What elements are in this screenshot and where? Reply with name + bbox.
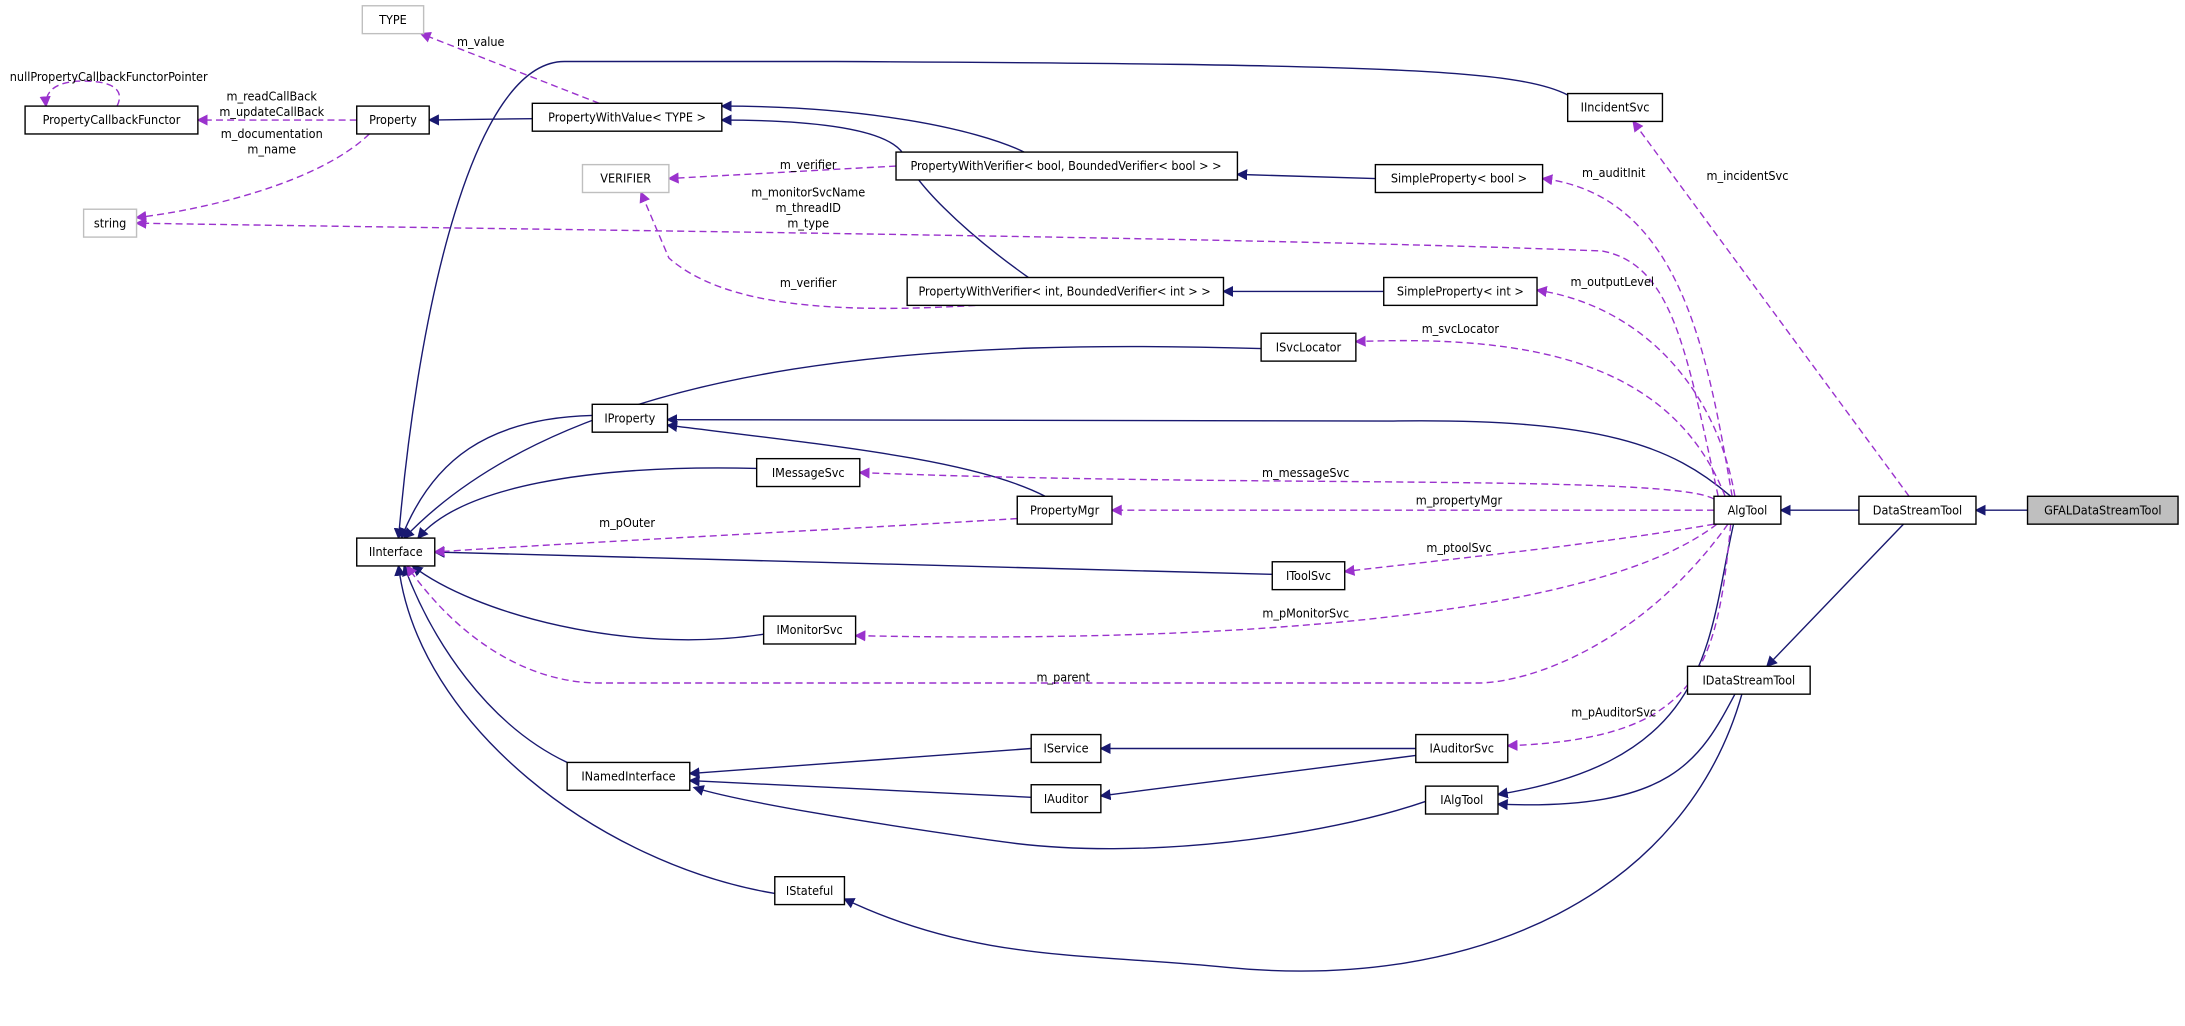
edge-label: m_readCallBack — [227, 89, 318, 104]
inheritance-edges — [393, 60, 2028, 972]
svg-text:TYPE: TYPE — [378, 12, 407, 27]
svg-text:Property: Property — [369, 112, 417, 127]
node-property[interactable]: Property — [356, 105, 430, 135]
svg-text:ISvcLocator: ISvcLocator — [1276, 339, 1342, 354]
svg-text:IIncidentSvc: IIncidentSvc — [1581, 100, 1650, 115]
svg-text:AlgTool: AlgTool — [1728, 502, 1768, 517]
node-istateful[interactable]: IStateful — [774, 876, 846, 906]
edge-label: m_auditInit — [1582, 165, 1646, 180]
edge-label: m_monitorSvcName — [751, 185, 865, 200]
svg-text:GFALDataStreamTool: GFALDataStreamTool — [2044, 502, 2161, 517]
node-property-callback-functor[interactable]: PropertyCallbackFunctor — [24, 105, 199, 135]
edge-label: m_ptoolSvc — [1426, 540, 1491, 555]
edge-label: m_messageSvc — [1262, 465, 1349, 480]
svg-text:IAuditorSvc: IAuditorSvc — [1430, 741, 1494, 756]
edge-label: m_pAuditorSvc — [1571, 704, 1656, 719]
node-iincidentsvc[interactable]: IIncidentSvc — [1566, 92, 1664, 123]
node-propertymgr[interactable]: PropertyMgr — [1016, 495, 1113, 525]
node-property-with-verifier-bool[interactable]: PropertyWithVerifier< bool, BoundedVerif… — [895, 151, 1239, 181]
node-iproperty[interactable]: IProperty — [591, 403, 669, 433]
svg-text:IStateful: IStateful — [786, 883, 833, 898]
node-imonitorsvc[interactable]: IMonitorSvc — [762, 615, 857, 645]
node-type[interactable]: TYPE — [361, 5, 425, 35]
edge-label: m_verifier — [780, 157, 837, 172]
edge-label: m_svcLocator — [1422, 321, 1500, 336]
edge-label: nullPropertyCallbackFunctorPointer — [10, 69, 208, 84]
node-inamedinterface[interactable]: INamedInterface — [566, 761, 691, 792]
svg-text:IProperty: IProperty — [604, 410, 655, 425]
node-property-with-value[interactable]: PropertyWithValue< TYPE > — [531, 102, 723, 132]
edge-label: m_parent — [1036, 670, 1090, 685]
svg-text:IToolSvc: IToolSvc — [1286, 568, 1331, 583]
nodes: TYPE PropertyCallbackFunctor Property Pr… — [24, 5, 2179, 906]
usage-edges — [39, 31, 1910, 751]
node-simpleproperty-int[interactable]: SimpleProperty< int > — [1383, 276, 1538, 307]
svg-text:SimpleProperty< int >: SimpleProperty< int > — [1397, 284, 1524, 299]
node-idatastreamtool[interactable]: IDataStreamTool — [1686, 665, 1811, 695]
svg-text:PropertyWithVerifier< bool, Bo: PropertyWithVerifier< bool, BoundedVerif… — [910, 158, 1221, 173]
edge-label: m_outputLevel — [1571, 274, 1655, 289]
edge-label: m_verifier — [780, 275, 837, 290]
node-property-with-verifier-int[interactable]: PropertyWithVerifier< int, BoundedVerifi… — [906, 276, 1225, 307]
node-isvclocator[interactable]: ISvcLocator — [1260, 332, 1357, 362]
node-itoolsvc[interactable]: IToolSvc — [1271, 561, 1346, 591]
node-iauditorsvc[interactable]: IAuditorSvc — [1415, 733, 1509, 764]
edge-labels: nullPropertyCallbackFunctorPointer m_rea… — [10, 34, 1789, 719]
svg-text:IInterface: IInterface — [369, 544, 423, 559]
edge-label: m_pOuter — [599, 515, 655, 530]
edge-label: m_pMonitorSvc — [1262, 606, 1349, 621]
node-iservice[interactable]: IService — [1030, 733, 1102, 764]
node-string[interactable]: string — [82, 208, 138, 238]
svg-text:IAlgTool: IAlgTool — [1440, 792, 1483, 807]
node-algtool[interactable]: AlgTool — [1713, 495, 1782, 525]
node-gfaldatastreamtool: GFALDataStreamTool — [2026, 495, 2179, 525]
svg-text:IDataStreamTool: IDataStreamTool — [1702, 672, 1795, 687]
edge-label: m_name — [247, 141, 296, 156]
svg-text:DataStreamTool: DataStreamTool — [1873, 502, 1962, 517]
edge-label: m_documentation — [221, 126, 323, 141]
svg-text:SimpleProperty< bool >: SimpleProperty< bool > — [1391, 171, 1527, 186]
svg-text:PropertyWithVerifier< int, Bou: PropertyWithVerifier< int, BoundedVerifi… — [918, 284, 1210, 299]
edge-label: m_value — [457, 34, 504, 49]
svg-text:PropertyCallbackFunctor: PropertyCallbackFunctor — [43, 112, 181, 127]
svg-text:IService: IService — [1044, 741, 1089, 756]
svg-text:PropertyWithValue< TYPE >: PropertyWithValue< TYPE > — [548, 109, 706, 124]
node-verifier[interactable]: VERIFIER — [581, 163, 670, 194]
svg-text:IMonitorSvc: IMonitorSvc — [777, 622, 843, 637]
node-iinterface[interactable]: IInterface — [356, 537, 436, 567]
edge-label: m_type — [787, 215, 829, 230]
node-iauditor[interactable]: IAuditor — [1030, 784, 1102, 814]
edge-label: m_incidentSvc — [1706, 168, 1788, 183]
svg-text:VERIFIER: VERIFIER — [600, 171, 651, 186]
svg-text:IAuditor: IAuditor — [1044, 791, 1089, 806]
svg-text:INamedInterface: INamedInterface — [581, 769, 675, 784]
svg-text:string: string — [94, 215, 126, 230]
svg-text:PropertyMgr: PropertyMgr — [1030, 502, 1100, 517]
node-imessagesvc[interactable]: IMessageSvc — [755, 457, 861, 488]
edge-label: m_propertyMgr — [1416, 493, 1503, 508]
edge-label: m_updateCallBack — [219, 104, 324, 119]
node-ialgtool[interactable]: IAlgTool — [1424, 785, 1499, 815]
svg-text:IMessageSvc: IMessageSvc — [772, 465, 845, 480]
node-datastreamtool[interactable]: DataStreamTool — [1858, 495, 1977, 525]
node-simpleproperty-bool[interactable]: SimpleProperty< bool > — [1374, 163, 1544, 194]
edge-label: m_threadID — [775, 200, 841, 215]
